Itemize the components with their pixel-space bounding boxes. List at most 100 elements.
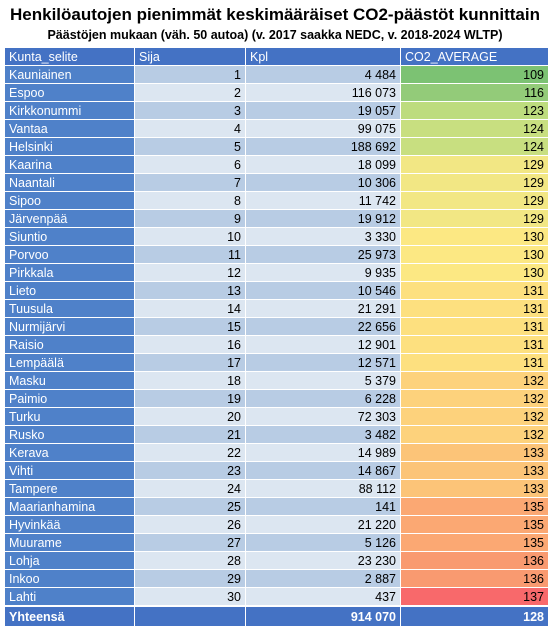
cell-kpl[interactable]: 5 379 [245,371,401,390]
cell-kpl[interactable]: 72 303 [245,407,401,426]
cell-sija[interactable]: 5 [134,137,246,156]
cell-kunta[interactable]: Kauniainen [4,65,135,84]
cell-kunta[interactable]: Lohja [4,551,135,570]
cell-co2[interactable]: 116 [400,83,549,102]
cell-sija[interactable]: 21 [134,425,246,444]
cell-co2[interactable]: 130 [400,245,549,264]
column-header-kpl[interactable]: Kpl [245,47,401,66]
cell-sija[interactable]: 7 [134,173,246,192]
cell-kunta[interactable]: Helsinki [4,137,135,156]
cell-co2[interactable]: 129 [400,173,549,192]
cell-co2[interactable]: 133 [400,479,549,498]
cell-co2[interactable]: 131 [400,299,549,318]
cell-kpl[interactable]: 116 073 [245,83,401,102]
cell-kpl[interactable]: 22 656 [245,317,401,336]
cell-kunta[interactable]: Tampere [4,479,135,498]
cell-kpl[interactable]: 21 291 [245,299,401,318]
cell-co2[interactable]: 137 [400,587,549,607]
cell-kpl[interactable]: 2 887 [245,569,401,588]
cell-kpl[interactable]: 5 126 [245,533,401,552]
cell-kpl[interactable]: 4 484 [245,65,401,84]
cell-kpl[interactable]: 9 935 [245,263,401,282]
cell-kunta[interactable]: Vantaa [4,119,135,138]
cell-co2[interactable]: 136 [400,551,549,570]
cell-kpl[interactable]: 14 989 [245,443,401,462]
cell-co2[interactable]: 131 [400,335,549,354]
cell-sija[interactable]: 24 [134,479,246,498]
cell-kpl[interactable]: 18 099 [245,155,401,174]
cell-sija[interactable]: 12 [134,263,246,282]
cell-kunta[interactable]: Kerava [4,443,135,462]
cell-kunta[interactable]: Hyvinkää [4,515,135,534]
cell-kpl[interactable]: 21 220 [245,515,401,534]
cell-kpl[interactable]: 25 973 [245,245,401,264]
cell-co2[interactable]: 131 [400,281,549,300]
cell-co2[interactable]: 130 [400,227,549,246]
cell-sija[interactable]: 6 [134,155,246,174]
cell-kunta[interactable]: Inkoo [4,569,135,588]
column-header-sija[interactable]: Sija [134,47,246,66]
cell-sija[interactable]: 19 [134,389,246,408]
cell-kunta[interactable]: Lempäälä [4,353,135,372]
cell-kpl[interactable]: 19 057 [245,101,401,120]
cell-sija[interactable]: 18 [134,371,246,390]
cell-co2[interactable]: 129 [400,191,549,210]
cell-co2[interactable]: 136 [400,569,549,588]
cell-co2[interactable]: 129 [400,209,549,228]
cell-kunta[interactable]: Rusko [4,425,135,444]
cell-co2[interactable]: 124 [400,119,549,138]
cell-kpl[interactable]: 12 901 [245,335,401,354]
cell-sija[interactable]: 26 [134,515,246,534]
cell-sija[interactable]: 13 [134,281,246,300]
cell-sija[interactable]: 20 [134,407,246,426]
cell-kpl[interactable]: 3 482 [245,425,401,444]
cell-co2[interactable]: 133 [400,461,549,480]
cell-kpl[interactable]: 88 112 [245,479,401,498]
cell-sija[interactable]: 8 [134,191,246,210]
cell-kunta[interactable]: Raisio [4,335,135,354]
cell-kunta[interactable]: Siuntio [4,227,135,246]
cell-co2[interactable]: 129 [400,155,549,174]
cell-co2[interactable]: 124 [400,137,549,156]
cell-sija[interactable]: 27 [134,533,246,552]
cell-kunta[interactable]: Lahti [4,587,135,607]
cell-kunta[interactable]: Sipoo [4,191,135,210]
cell-co2[interactable]: 132 [400,407,549,426]
cell-sija[interactable]: 30 [134,587,246,607]
cell-co2[interactable]: 135 [400,515,549,534]
cell-kunta[interactable]: Pirkkala [4,263,135,282]
cell-sija[interactable]: 29 [134,569,246,588]
cell-kpl[interactable]: 10 546 [245,281,401,300]
cell-kunta[interactable]: Naantali [4,173,135,192]
column-header-co2[interactable]: CO2_AVERAGE [400,47,549,66]
cell-sija[interactable]: 4 [134,119,246,138]
cell-kunta[interactable]: Järvenpää [4,209,135,228]
cell-kunta[interactable]: Vihti [4,461,135,480]
column-header-kunta[interactable]: Kunta_selite [4,47,135,66]
cell-kunta[interactable]: Espoo [4,83,135,102]
cell-kpl[interactable]: 11 742 [245,191,401,210]
cell-co2[interactable]: 132 [400,425,549,444]
cell-sija[interactable]: 1 [134,65,246,84]
cell-sija[interactable]: 22 [134,443,246,462]
cell-kunta[interactable]: Nurmijärvi [4,317,135,336]
cell-kunta[interactable]: Kirkkonummi [4,101,135,120]
cell-co2[interactable]: 130 [400,263,549,282]
cell-kpl[interactable]: 12 571 [245,353,401,372]
cell-kpl[interactable]: 99 075 [245,119,401,138]
cell-co2[interactable]: 132 [400,389,549,408]
cell-kpl[interactable]: 3 330 [245,227,401,246]
cell-kpl[interactable]: 10 306 [245,173,401,192]
cell-sija[interactable]: 23 [134,461,246,480]
cell-co2[interactable]: 135 [400,497,549,516]
cell-kunta[interactable]: Porvoo [4,245,135,264]
cell-kpl[interactable]: 188 692 [245,137,401,156]
cell-sija[interactable]: 9 [134,209,246,228]
cell-kpl[interactable]: 19 912 [245,209,401,228]
cell-co2[interactable]: 132 [400,371,549,390]
cell-co2[interactable]: 123 [400,101,549,120]
cell-kpl[interactable]: 14 867 [245,461,401,480]
cell-co2[interactable]: 133 [400,443,549,462]
cell-sija[interactable]: 16 [134,335,246,354]
cell-sija[interactable]: 28 [134,551,246,570]
